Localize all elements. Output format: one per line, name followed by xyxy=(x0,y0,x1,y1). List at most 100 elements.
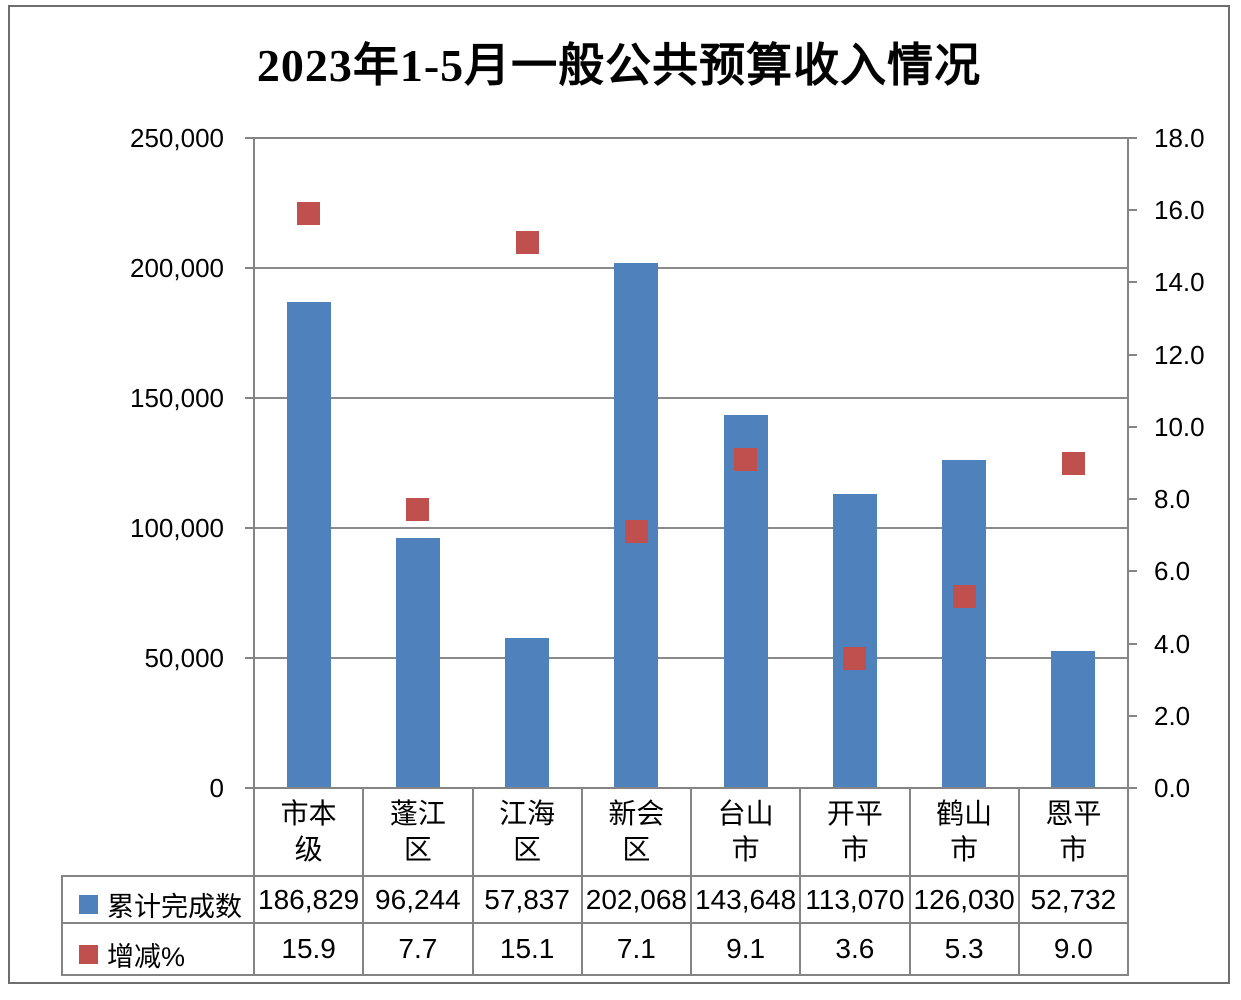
table-vertical-line xyxy=(799,787,802,976)
y-axis-right-tick xyxy=(1129,137,1137,139)
y-axis-left-line xyxy=(253,137,255,789)
bar-恩平市 xyxy=(1051,650,1096,788)
marker-series-swatch-icon xyxy=(79,944,98,964)
table-vertical-line xyxy=(253,787,255,976)
table-vertical-line xyxy=(61,875,63,976)
table-cell-增减%: 5.3 xyxy=(944,933,984,964)
y-axis-left-tick xyxy=(245,787,253,789)
y-axis-right-tick xyxy=(1129,498,1137,501)
bar-市本级 xyxy=(286,302,331,788)
y-axis-right-tick xyxy=(1129,570,1137,573)
x-axis-category-label: 蓬江 区 xyxy=(389,798,446,865)
x-axis-category-label: 恩平 市 xyxy=(1045,798,1102,865)
table-cell-累计完成数: 113,070 xyxy=(805,883,905,915)
left-axis-tick-label: 150,000 xyxy=(130,383,224,413)
marker-江海区 xyxy=(515,231,539,255)
marker-蓬江区 xyxy=(406,498,430,522)
marker-市本级 xyxy=(297,202,321,226)
y-axis-right-tick xyxy=(1129,353,1137,356)
bar-开平市 xyxy=(832,494,877,788)
y-axis-right-tick xyxy=(1129,714,1137,717)
right-axis-tick-label: 6.0 xyxy=(1154,556,1191,587)
table-cell-累计完成数: 52,732 xyxy=(1030,883,1117,915)
x-axis-category-label: 市本 级 xyxy=(280,798,337,865)
right-axis-tick-label: 16.0 xyxy=(1154,195,1205,226)
legend-item-bar-series: 累计完成数 xyxy=(70,881,262,928)
table-cell-增减%: 3.6 xyxy=(835,933,875,964)
table-cell-增减%: 15.9 xyxy=(281,933,336,964)
table-cell-增减%: 9.0 xyxy=(1053,933,1093,964)
gridline xyxy=(254,267,1128,269)
marker-恩平市 xyxy=(1061,451,1085,475)
gridline xyxy=(254,397,1128,399)
y-axis-right-tick xyxy=(1129,787,1137,789)
table-cell-累计完成数: 186,829 xyxy=(258,883,360,915)
table-legend-column: 累计完成数 增减% xyxy=(70,881,262,980)
marker-开平市 xyxy=(843,646,867,670)
bar-series-name: 累计完成数 xyxy=(107,892,242,922)
y-axis-right-line xyxy=(1127,137,1129,789)
left-axis-tick-label: 100,000 xyxy=(130,513,224,543)
table-vertical-line xyxy=(908,787,911,976)
table-vertical-line xyxy=(1127,787,1129,976)
table-cell-累计完成数: 126,030 xyxy=(913,883,1015,915)
table-horizontal-line xyxy=(62,974,1129,976)
right-axis-tick-label: 2.0 xyxy=(1154,700,1191,731)
bar-台山市 xyxy=(723,414,768,788)
table-vertical-line xyxy=(690,787,692,976)
left-axis-tick-label: 200,000 xyxy=(130,253,224,283)
x-axis-category-label: 新会 区 xyxy=(608,798,665,865)
table-cell-累计完成数: 202,068 xyxy=(585,883,687,915)
table-horizontal-line xyxy=(62,922,1129,924)
x-axis-category-label: 台山 市 xyxy=(717,798,774,865)
y-axis-right-tick xyxy=(1129,209,1137,212)
table-cell-累计完成数: 96,244 xyxy=(375,883,461,915)
table-cell-增减%: 7.1 xyxy=(616,933,656,964)
table-horizontal-line xyxy=(62,875,1129,877)
left-axis-tick-label: 0 xyxy=(209,773,224,803)
y-axis-right-tick xyxy=(1129,281,1137,284)
left-axis-tick-label: 50,000 xyxy=(144,643,224,673)
right-axis-tick-label: 0.0 xyxy=(1154,773,1191,803)
right-axis-tick-label: 4.0 xyxy=(1154,628,1191,659)
x-axis-category-label: 开平 市 xyxy=(826,798,883,865)
legend-item-marker-series: 增减% xyxy=(70,928,262,980)
table-cell-增减%: 9.1 xyxy=(726,933,766,964)
right-axis-tick-label: 12.0 xyxy=(1154,339,1205,370)
table-vertical-line xyxy=(471,787,474,976)
x-axis-category-label: 鹤山 市 xyxy=(936,798,993,865)
y-axis-left-tick xyxy=(245,137,253,139)
table-cell-增减%: 15.1 xyxy=(499,933,555,964)
y-axis-left-tick xyxy=(245,657,253,659)
table-cell-累计完成数: 143,648 xyxy=(695,883,797,915)
left-axis-tick-label: 250,000 xyxy=(130,123,224,153)
right-axis-tick-label: 10.0 xyxy=(1154,411,1205,442)
chart-outer-border: 2023年1-5月一般公共预算收入情况 0 50,000 100,000 150,00… xyxy=(8,5,1230,984)
table-cell-累计完成数: 57,837 xyxy=(484,883,570,915)
x-axis-category-label: 江海 区 xyxy=(499,798,556,865)
table-vertical-line xyxy=(362,787,365,976)
marker-series-name: 增减% xyxy=(107,941,186,972)
plot-top-border xyxy=(253,137,1129,139)
table-cell-增减%: 7.7 xyxy=(398,933,438,964)
y-axis-right-tick xyxy=(1129,425,1137,428)
gridline xyxy=(254,657,1128,659)
right-axis-tick-label: 14.0 xyxy=(1154,267,1205,298)
y-axis-right-tick xyxy=(1129,642,1137,645)
y-axis-left-tick xyxy=(245,397,253,399)
chart-title: 2023年1-5月一般公共预算收入情况 xyxy=(256,40,982,91)
bar-江海区 xyxy=(505,637,550,788)
table-vertical-line xyxy=(1017,787,1020,976)
right-axis-tick-label: 18.0 xyxy=(1154,123,1205,153)
bar-鹤山市 xyxy=(942,460,987,788)
marker-鹤山市 xyxy=(952,585,976,609)
y-axis-left-tick xyxy=(245,267,253,269)
bar-series-swatch-icon xyxy=(79,895,98,914)
y-axis-left-tick xyxy=(245,527,253,529)
gridline xyxy=(254,527,1128,529)
bar-蓬江区 xyxy=(395,537,440,788)
right-axis-tick-label: 8.0 xyxy=(1154,484,1191,515)
table-vertical-line xyxy=(580,787,583,976)
marker-台山市 xyxy=(734,447,758,471)
